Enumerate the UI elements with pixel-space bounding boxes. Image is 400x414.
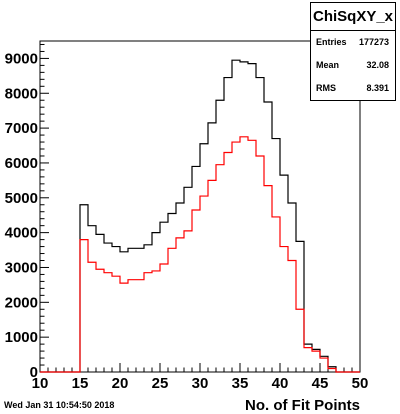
timestamp-label: Wed Jan 31 10:54:50 2018 bbox=[4, 400, 114, 410]
stats-row-entries: Entries 177273 bbox=[311, 31, 395, 54]
y-tick-label: 3000 bbox=[5, 259, 38, 276]
x-tick-label: 40 bbox=[272, 375, 289, 392]
x-tick-label: 45 bbox=[312, 375, 329, 392]
x-axis-title: No. of Fit Points bbox=[245, 397, 360, 414]
histogram-series-black bbox=[40, 59, 360, 373]
y-tick-label: 6000 bbox=[5, 155, 38, 172]
y-tick-label: 9000 bbox=[5, 50, 38, 67]
x-tick-label: 50 bbox=[352, 375, 369, 392]
y-tick-labels: 0 1000 2000 3000 4000 5000 6000 7000 8000 9000 bbox=[5, 50, 38, 381]
x-tick-label: 25 bbox=[152, 375, 169, 392]
stats-row-rms: RMS 8.391 bbox=[311, 77, 395, 100]
y-tick-label: 4000 bbox=[5, 225, 38, 242]
stats-box: ChiSqXY_x Entries 177273 Mean 32.08 RMS … bbox=[310, 2, 396, 101]
stats-row-mean: Mean 32.08 bbox=[311, 54, 395, 77]
y-tick-label: 2000 bbox=[5, 294, 38, 311]
y-tick-label: 0 bbox=[30, 364, 38, 381]
mean-value: 32.08 bbox=[366, 60, 389, 70]
x-tick-label: 30 bbox=[192, 375, 209, 392]
x-tick-label: 20 bbox=[112, 375, 129, 392]
x-tick-labels: 10 15 20 25 30 35 40 45 50 bbox=[32, 375, 369, 392]
stats-title: ChiSqXY_x bbox=[311, 3, 395, 31]
y-tick-label: 5000 bbox=[5, 190, 38, 207]
y-tick-label: 1000 bbox=[5, 329, 38, 346]
entries-value: 177273 bbox=[358, 37, 389, 47]
histogram-series-red bbox=[40, 136, 360, 373]
x-tick-label: 10 bbox=[32, 375, 49, 392]
mean-label: Mean bbox=[316, 60, 340, 70]
x-tick-label: 15 bbox=[72, 375, 89, 392]
entries-label: Entries bbox=[316, 37, 347, 47]
y-tick-label: 8000 bbox=[5, 85, 38, 102]
rms-label: RMS bbox=[316, 83, 336, 93]
y-tick-label: 7000 bbox=[5, 120, 38, 137]
rms-value: 8.391 bbox=[366, 83, 389, 93]
x-tick-label: 35 bbox=[232, 375, 249, 392]
